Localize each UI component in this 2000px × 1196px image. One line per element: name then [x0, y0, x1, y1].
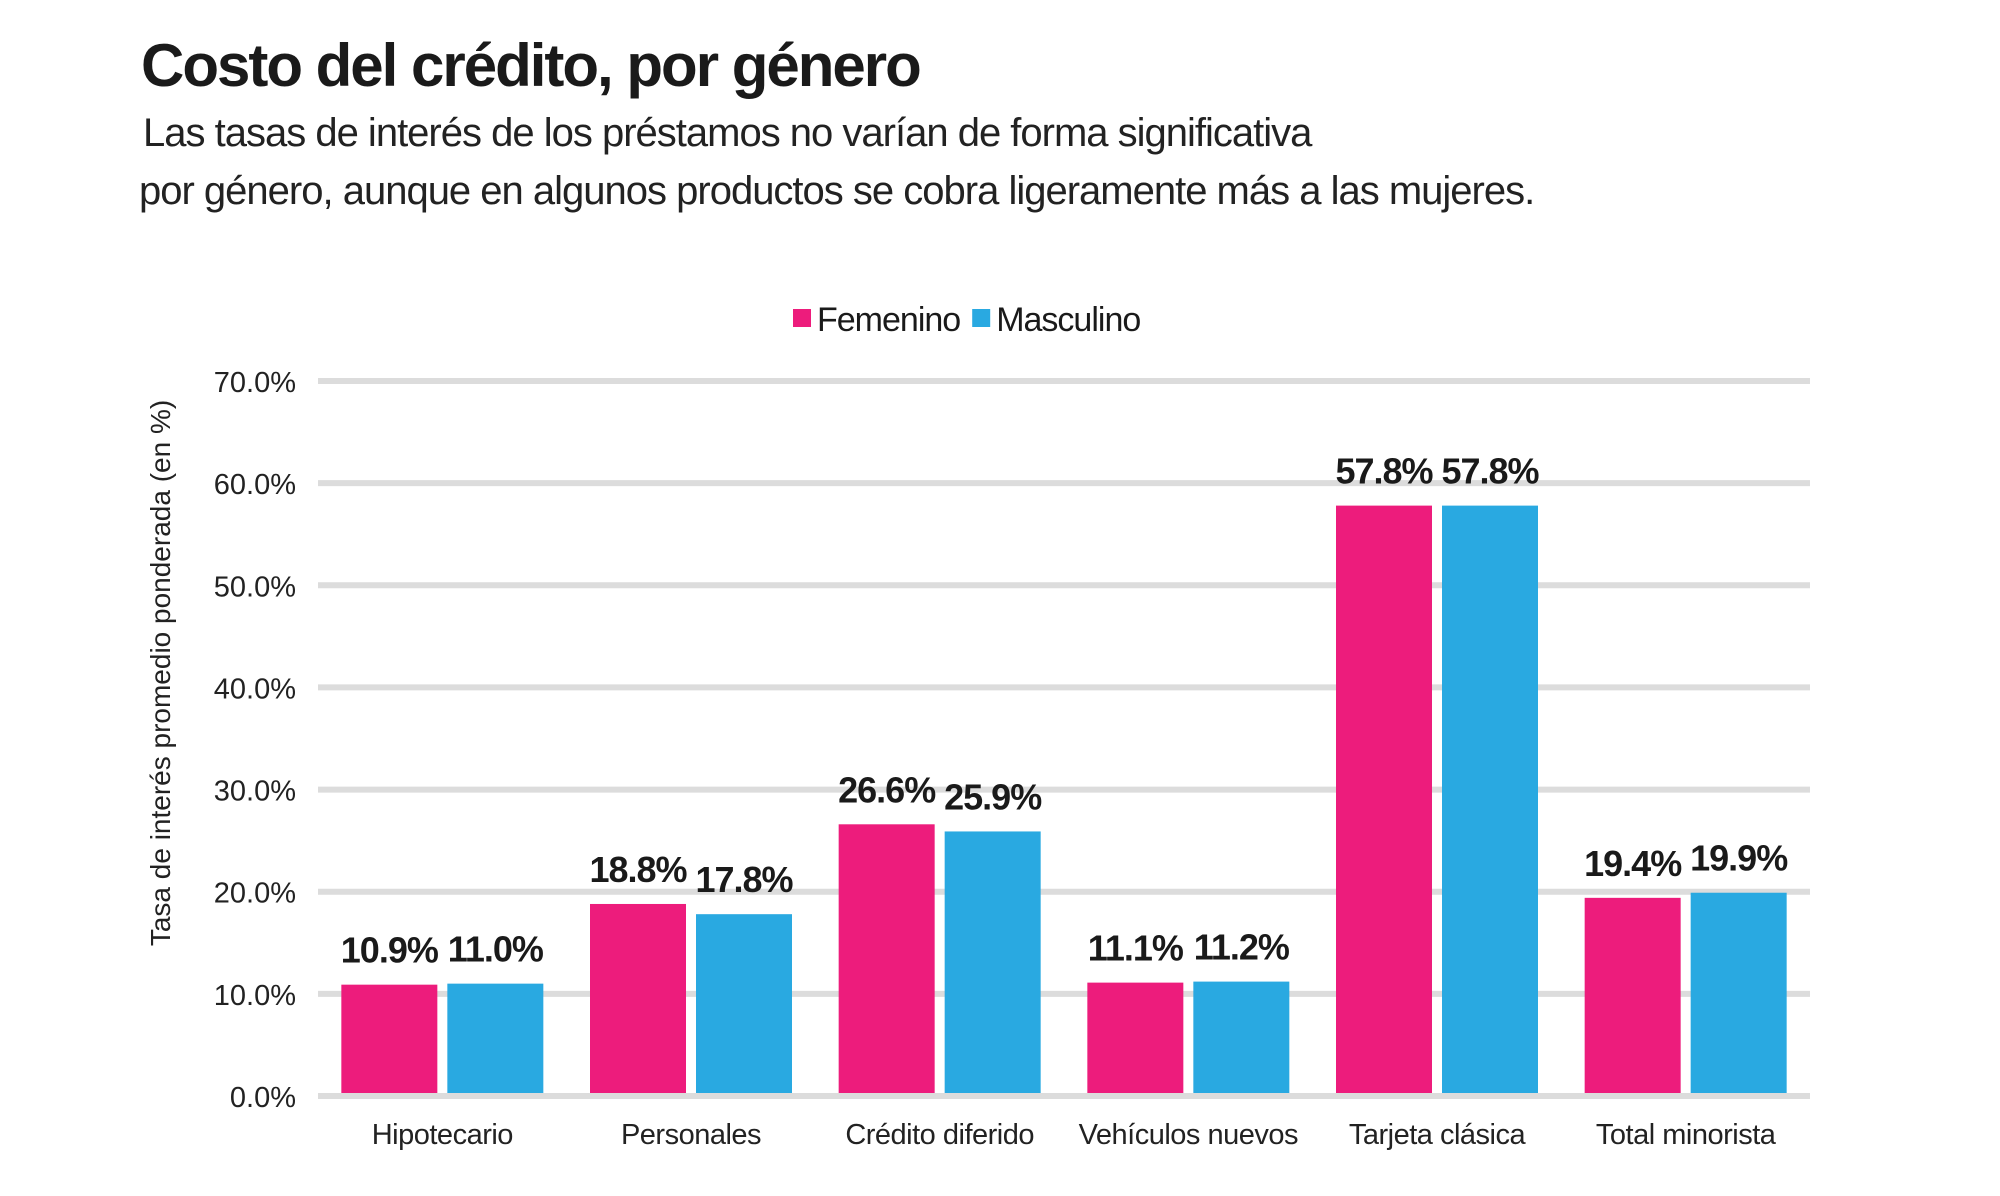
y-tick-label: 0.0% — [230, 1082, 296, 1114]
data-labels: 10.9% 11.0% 18.8% 17.8% 26.6% 25.9% 11.1% 11.2%… — [341, 451, 1789, 971]
y-axis-label: Tasa de interés promedio ponderada (en %… — [145, 400, 176, 946]
chart-subtitle-line2: por género, aunque en algunos productos … — [139, 169, 1534, 213]
data-label: 19.9% — [1690, 838, 1788, 879]
data-label: 11.0% — [448, 929, 544, 970]
x-category-label: Tarjeta clásica — [1349, 1119, 1527, 1151]
data-label: 25.9% — [944, 776, 1042, 817]
y-axis-ticks: 0.0% 10.0% 20.0% 30.0% 40.0% 50.0% 60.0% 70.0% — [214, 367, 296, 1114]
bar-masculino — [1690, 892, 1787, 1093]
legend-label: Femenino — [817, 301, 960, 339]
x-category-label: Vehículos nuevos — [1079, 1119, 1298, 1151]
bar-femenino — [1087, 982, 1184, 1093]
y-tick-label: 40.0% — [214, 673, 296, 705]
bar-masculino — [1193, 981, 1290, 1093]
data-label: 10.9% — [341, 930, 439, 971]
x-category-label: Total minorista — [1596, 1119, 1777, 1151]
data-label: 18.8% — [589, 849, 687, 890]
data-label: 19.4% — [1584, 843, 1682, 884]
legend: Femenino Masculino — [793, 301, 1141, 339]
x-category-label: Personales — [621, 1119, 761, 1151]
bar-femenino — [1336, 505, 1432, 1094]
y-tick-label: 50.0% — [214, 571, 296, 603]
bar-masculino — [944, 831, 1041, 1093]
y-tick-label: 30.0% — [214, 776, 296, 808]
data-label: 57.8% — [1335, 451, 1433, 492]
chart-subtitle-line1: Las tasas de interés de los préstamos no… — [143, 111, 1313, 155]
data-label: 11.2% — [1194, 927, 1290, 968]
x-category-label: Crédito diferido — [845, 1119, 1034, 1151]
chart-title: Costo del crédito, por género — [141, 32, 920, 99]
y-tick-label: 70.0% — [214, 367, 296, 399]
legend-label: Masculino — [996, 301, 1140, 339]
legend-swatch-femenino — [793, 309, 811, 327]
bar-masculino — [447, 983, 544, 1093]
legend-swatch-masculino — [972, 309, 991, 327]
bar-masculino — [1442, 505, 1538, 1094]
x-category-label: Hipotecario — [372, 1119, 513, 1151]
gridlines — [318, 378, 1810, 1099]
bar-femenino — [341, 984, 438, 1093]
y-tick-label: 20.0% — [214, 878, 296, 910]
data-label: 26.6% — [838, 769, 936, 810]
data-label: 57.8% — [1441, 451, 1539, 492]
x-axis-categories: Hipotecario Personales Crédito diferido Veh… — [372, 1119, 1778, 1151]
bar-masculino — [696, 914, 792, 1093]
y-tick-label: 60.0% — [214, 469, 296, 501]
bar-femenino — [1584, 897, 1681, 1093]
bar-femenino — [838, 824, 935, 1093]
bar-femenino — [590, 903, 686, 1093]
y-tick-label: 10.0% — [214, 980, 296, 1012]
data-label: 17.8% — [695, 859, 793, 900]
bars — [341, 505, 1787, 1094]
data-label: 11.1% — [1088, 928, 1184, 969]
